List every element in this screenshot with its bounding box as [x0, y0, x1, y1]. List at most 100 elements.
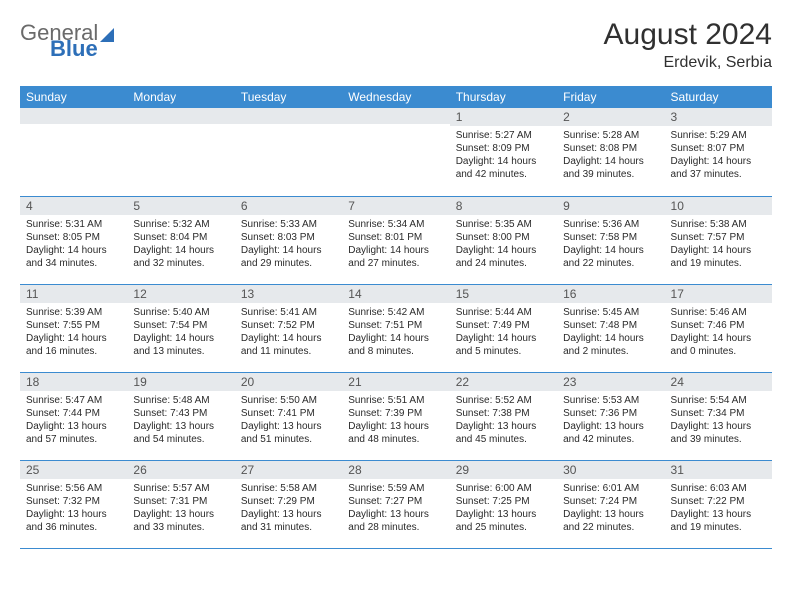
daylight-line: Daylight: 13 hours and 25 minutes.: [456, 508, 551, 534]
month-title: August 2024: [604, 18, 772, 52]
daylight-line: Daylight: 14 hours and 0 minutes.: [671, 332, 766, 358]
day-details: Sunrise: 6:03 AMSunset: 7:22 PMDaylight:…: [665, 479, 772, 538]
sunset-line: Sunset: 7:41 PM: [241, 407, 336, 420]
sunset-line: Sunset: 7:32 PM: [26, 495, 121, 508]
day-details: Sunrise: 5:31 AMSunset: 8:05 PMDaylight:…: [20, 215, 127, 274]
brand-logo: General Blue: [20, 18, 114, 60]
calendar-cell: 22Sunrise: 5:52 AMSunset: 7:38 PMDayligh…: [450, 372, 557, 460]
calendar-cell: 18Sunrise: 5:47 AMSunset: 7:44 PMDayligh…: [20, 372, 127, 460]
sunset-line: Sunset: 7:44 PM: [26, 407, 121, 420]
daylight-line: Daylight: 14 hours and 5 minutes.: [456, 332, 551, 358]
sunrise-line: Sunrise: 5:35 AM: [456, 218, 551, 231]
day-details: Sunrise: 5:57 AMSunset: 7:31 PMDaylight:…: [127, 479, 234, 538]
day-number-bar: 13: [235, 285, 342, 303]
title-block: August 2024 Erdevik, Serbia: [604, 18, 772, 72]
sunrise-line: Sunrise: 6:03 AM: [671, 482, 766, 495]
daylight-line: Daylight: 13 hours and 54 minutes.: [133, 420, 228, 446]
day-details: Sunrise: 5:41 AMSunset: 7:52 PMDaylight:…: [235, 303, 342, 362]
sunset-line: Sunset: 7:48 PM: [563, 319, 658, 332]
day-details: Sunrise: 6:01 AMSunset: 7:24 PMDaylight:…: [557, 479, 664, 538]
day-number-bar: 3: [665, 108, 772, 126]
sunrise-line: Sunrise: 6:01 AM: [563, 482, 658, 495]
day-details: Sunrise: 5:58 AMSunset: 7:29 PMDaylight:…: [235, 479, 342, 538]
day-details: Sunrise: 5:44 AMSunset: 7:49 PMDaylight:…: [450, 303, 557, 362]
daylight-line: Daylight: 14 hours and 22 minutes.: [563, 244, 658, 270]
calendar-cell: 24Sunrise: 5:54 AMSunset: 7:34 PMDayligh…: [665, 372, 772, 460]
weekday-heading: Wednesday: [342, 86, 449, 108]
daylight-line: Daylight: 14 hours and 39 minutes.: [563, 155, 658, 181]
calendar-cell: 16 Sunrise: 5:45 AMSunset: 7:48 PMDayligh…: [557, 284, 664, 372]
day-details: Sunrise: 6:00 AMSunset: 7:25 PMDaylight:…: [450, 479, 557, 538]
day-number-bar: 31: [665, 461, 772, 479]
sunrise-line: Sunrise: 5:48 AM: [133, 394, 228, 407]
day-number-bar: 14: [342, 285, 449, 303]
sunset-line: Sunset: 7:52 PM: [241, 319, 336, 332]
sunrise-line: Sunrise: 5:44 AM: [456, 306, 551, 319]
day-details: Sunrise: 5:40 AMSunset: 7:54 PMDaylight:…: [127, 303, 234, 362]
sunset-line: Sunset: 8:00 PM: [456, 231, 551, 244]
day-details: Sunrise: 5:50 AMSunset: 7:41 PMDaylight:…: [235, 391, 342, 450]
calendar-cell: 5Sunrise: 5:32 AMSunset: 8:04 PMDaylight…: [127, 196, 234, 284]
sunrise-line: Sunrise: 5:53 AM: [563, 394, 658, 407]
day-number-bar: 16: [557, 285, 664, 303]
daylight-line: Daylight: 13 hours and 51 minutes.: [241, 420, 336, 446]
day-number-bar: 29: [450, 461, 557, 479]
weekday-heading: Sunday: [20, 86, 127, 108]
day-number-bar: 12: [127, 285, 234, 303]
sunrise-line: Sunrise: 5:56 AM: [26, 482, 121, 495]
sunset-line: Sunset: 7:57 PM: [671, 231, 766, 244]
daylight-line: Daylight: 14 hours and 11 minutes.: [241, 332, 336, 358]
sunrise-line: Sunrise: 5:41 AM: [241, 306, 336, 319]
calendar-cell: 28Sunrise: 5:59 AMSunset: 7:27 PMDayligh…: [342, 460, 449, 548]
day-details: Sunrise: 5:38 AMSunset: 7:57 PMDaylight:…: [665, 215, 772, 274]
daylight-line: Daylight: 14 hours and 29 minutes.: [241, 244, 336, 270]
calendar-cell: 10Sunrise: 5:38 AMSunset: 7:57 PMDayligh…: [665, 196, 772, 284]
sunrise-line: Sunrise: 5:51 AM: [348, 394, 443, 407]
calendar-cell: 31Sunrise: 6:03 AMSunset: 7:22 PMDayligh…: [665, 460, 772, 548]
sunset-line: Sunset: 7:46 PM: [671, 319, 766, 332]
day-number-bar: 28: [342, 461, 449, 479]
day-details: Sunrise: 5:52 AMSunset: 7:38 PMDaylight:…: [450, 391, 557, 450]
sunset-line: Sunset: 7:55 PM: [26, 319, 121, 332]
calendar-cell: 12Sunrise: 5:40 AMSunset: 7:54 PMDayligh…: [127, 284, 234, 372]
sunrise-line: Sunrise: 5:27 AM: [456, 129, 551, 142]
sunset-line: Sunset: 8:01 PM: [348, 231, 443, 244]
calendar-cell: 21Sunrise: 5:51 AMSunset: 7:39 PMDayligh…: [342, 372, 449, 460]
sunrise-line: Sunrise: 5:42 AM: [348, 306, 443, 319]
sunrise-line: Sunrise: 5:45 AM: [563, 306, 658, 319]
sunrise-line: Sunrise: 5:58 AM: [241, 482, 336, 495]
daylight-line: Daylight: 13 hours and 33 minutes.: [133, 508, 228, 534]
sunrise-line: Sunrise: 5:50 AM: [241, 394, 336, 407]
sunrise-line: Sunrise: 5:47 AM: [26, 394, 121, 407]
calendar-cell: 7Sunrise: 5:34 AMSunset: 8:01 PMDaylight…: [342, 196, 449, 284]
day-number-bar: 24: [665, 373, 772, 391]
daylight-line: Daylight: 14 hours and 32 minutes.: [133, 244, 228, 270]
day-number-bar: 4: [20, 197, 127, 215]
day-details: Sunrise: 5:39 AMSunset: 7:55 PMDaylight:…: [20, 303, 127, 362]
day-number-bar: [127, 108, 234, 124]
sunrise-line: Sunrise: 5:40 AM: [133, 306, 228, 319]
daylight-line: Daylight: 14 hours and 16 minutes.: [26, 332, 121, 358]
day-details: Sunrise: 5:28 AMSunset: 8:08 PMDaylight:…: [557, 126, 664, 185]
weekday-heading: Saturday: [665, 86, 772, 108]
day-number-bar: 5: [127, 197, 234, 215]
day-number-bar: 9: [557, 197, 664, 215]
day-number-bar: 6: [235, 197, 342, 215]
daylight-line: Daylight: 13 hours and 28 minutes.: [348, 508, 443, 534]
sunrise-line: Sunrise: 5:29 AM: [671, 129, 766, 142]
sunset-line: Sunset: 8:04 PM: [133, 231, 228, 244]
day-number-bar: 21: [342, 373, 449, 391]
daylight-line: Daylight: 13 hours and 48 minutes.: [348, 420, 443, 446]
daylight-line: Daylight: 14 hours and 42 minutes.: [456, 155, 551, 181]
sunrise-line: Sunrise: 5:31 AM: [26, 218, 121, 231]
calendar-cell: 26Sunrise: 5:57 AMSunset: 7:31 PMDayligh…: [127, 460, 234, 548]
daylight-line: Daylight: 14 hours and 2 minutes.: [563, 332, 658, 358]
daylight-line: Daylight: 13 hours and 36 minutes.: [26, 508, 121, 534]
calendar-cell: 3Sunrise: 5:29 AMSunset: 8:07 PMDaylight…: [665, 108, 772, 196]
sunset-line: Sunset: 7:58 PM: [563, 231, 658, 244]
day-number-bar: [235, 108, 342, 124]
sunset-line: Sunset: 7:24 PM: [563, 495, 658, 508]
sunset-line: Sunset: 7:36 PM: [563, 407, 658, 420]
sunrise-line: Sunrise: 5:57 AM: [133, 482, 228, 495]
sunset-line: Sunset: 7:31 PM: [133, 495, 228, 508]
